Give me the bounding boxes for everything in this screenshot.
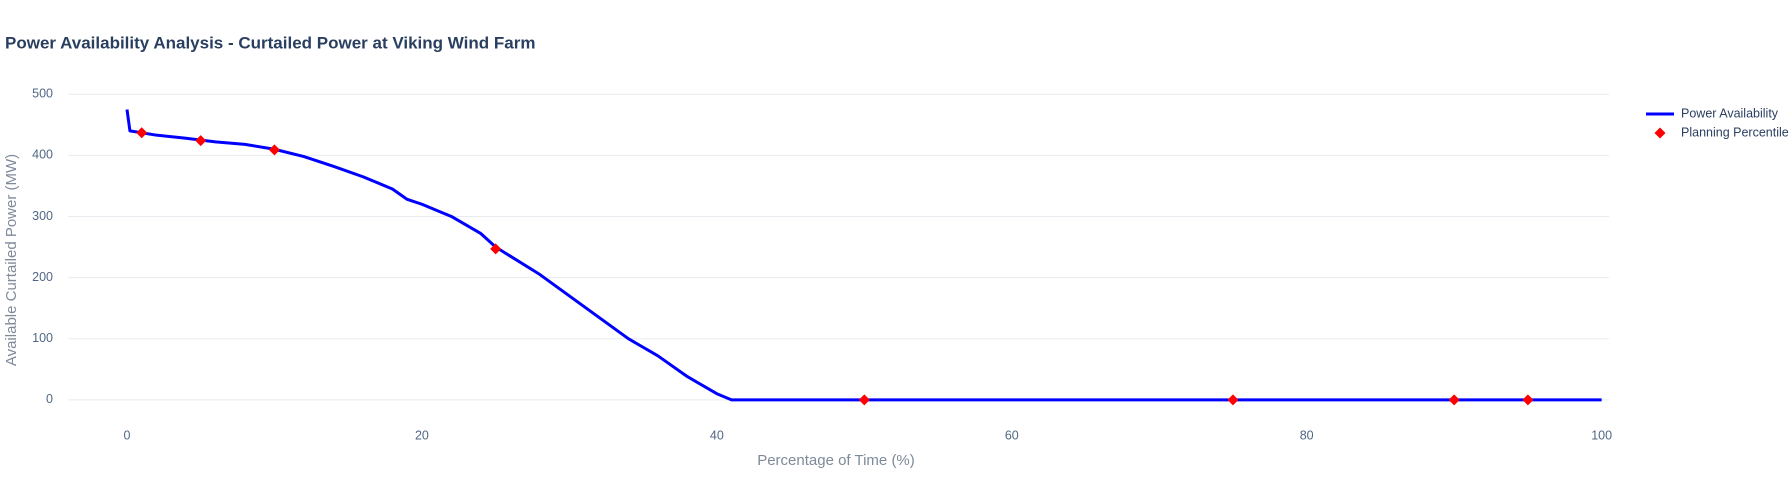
percentile-marker [858, 394, 870, 406]
y-axis-title: Available Curtailed Power (MW) [3, 154, 20, 366]
x-tick-label: 20 [415, 428, 429, 442]
percentile-marker [195, 135, 207, 147]
series-line [125, 109, 1602, 402]
percentile-marker [1522, 394, 1534, 406]
x-tick-label: 80 [1300, 428, 1314, 442]
percentile-marker [490, 243, 502, 255]
x-tick-label: 0 [124, 428, 131, 442]
legend-label: Planning Percentiles [1681, 125, 1789, 139]
percentile-marker [268, 144, 280, 156]
percentile-marker [136, 127, 148, 139]
chart-title: Power Availability Analysis - Curtailed … [5, 33, 535, 52]
y-tick-label: 500 [32, 87, 53, 101]
y-tick-label: 100 [32, 331, 53, 345]
legend-label: Power Availability [1681, 106, 1779, 120]
x-axis-title: Percentage of Time (%) [757, 452, 915, 469]
y-tick-label: 300 [32, 209, 53, 223]
y-tick-label: 400 [32, 148, 53, 162]
x-tick-label: 60 [1005, 428, 1019, 442]
y-tick-label: 0 [46, 392, 53, 406]
y-tick-label: 200 [32, 270, 53, 284]
x-tick-label: 40 [710, 428, 724, 442]
x-tick-label: 100 [1591, 428, 1612, 442]
legend-swatch [1654, 127, 1666, 139]
percentile-marker [1227, 394, 1239, 406]
percentile-marker [1448, 394, 1460, 406]
